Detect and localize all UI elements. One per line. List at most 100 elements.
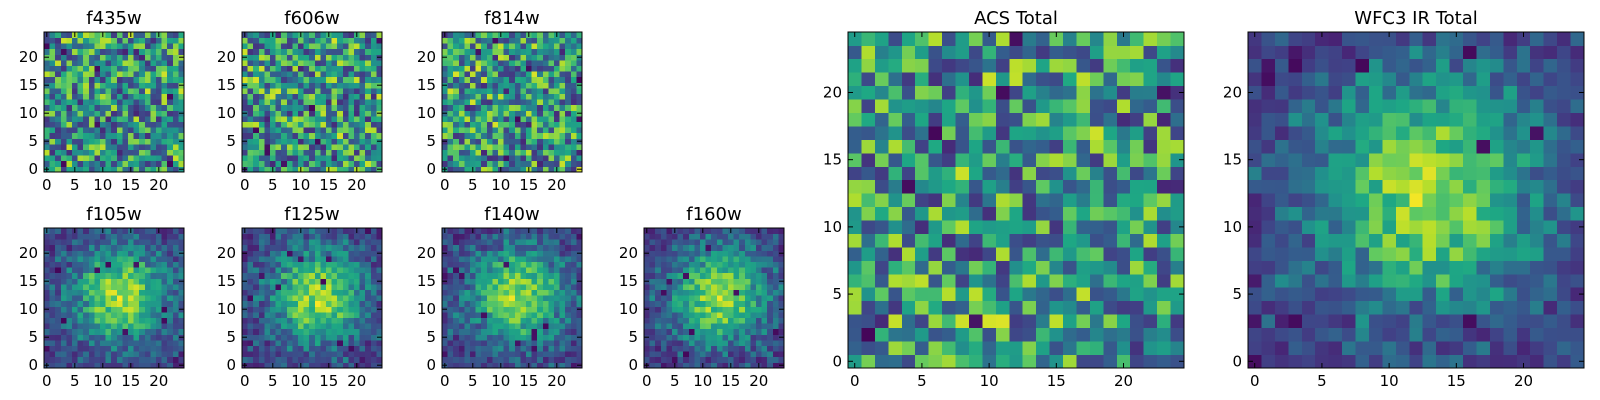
heatmap-cell [509, 65, 516, 72]
heatmap-cell [447, 351, 454, 358]
heatmap-cell [365, 250, 372, 257]
heatmap-cell [167, 233, 174, 240]
heatmap-cell [1116, 273, 1131, 288]
heatmap-cell [722, 356, 729, 363]
heatmap-cell [298, 37, 304, 44]
heatmap-cell [576, 289, 583, 296]
heatmap-cell [570, 267, 577, 274]
heatmap-cell [542, 132, 549, 139]
heatmap-cell [253, 160, 260, 167]
heatmap-cell [705, 317, 712, 324]
heatmap-cell [503, 88, 510, 94]
heatmap-cell [464, 160, 471, 167]
heatmap-cell [354, 284, 360, 290]
heatmap-cell [542, 323, 549, 330]
heatmap-cell [122, 312, 129, 318]
heatmap-cell [348, 138, 355, 145]
heatmap-cell [458, 312, 465, 318]
heatmap-cell [982, 341, 997, 355]
heatmap-cell [172, 345, 179, 352]
heatmap-cell [542, 32, 549, 38]
heatmap-cell [672, 356, 678, 363]
heatmap-cell [348, 65, 355, 72]
heatmap-cell [242, 244, 248, 251]
heatmap-cell [514, 250, 521, 257]
heatmap-cell [348, 295, 355, 302]
heatmap-cell [172, 362, 179, 369]
heatmap-cell [161, 54, 168, 61]
heatmap-cell [576, 295, 583, 302]
heatmap-cell [531, 362, 538, 369]
heatmap-cell [370, 116, 377, 122]
heatmap-cell [309, 160, 316, 167]
heatmap-cell [761, 244, 768, 251]
heatmap-cell [342, 228, 349, 234]
heatmap-cell [342, 300, 349, 307]
heatmap-cell [156, 328, 162, 335]
heatmap-cell [1076, 233, 1091, 248]
heatmap-cell [1009, 300, 1024, 315]
heatmap-cell [253, 48, 260, 55]
heatmap-cell [728, 284, 734, 290]
x-tick-label: 10 [491, 372, 510, 390]
heatmap-cell [1009, 193, 1024, 208]
heatmap-cell [128, 239, 134, 246]
heatmap-cell [548, 289, 555, 296]
heatmap-cell [559, 250, 566, 257]
heatmap-cell [542, 340, 549, 346]
heatmap-cell [144, 250, 151, 257]
heatmap-cell [116, 328, 123, 335]
heatmap-cell [955, 166, 970, 181]
heatmap-cell [144, 244, 151, 251]
heatmap-cell [955, 327, 970, 342]
heatmap-cell [342, 104, 349, 111]
heatmap-cell [649, 261, 656, 268]
heatmap-cell [570, 340, 577, 346]
heatmap-cell [105, 340, 112, 346]
heatmap-cell [688, 267, 695, 274]
heatmap-cell [337, 116, 344, 122]
heatmap-cell [281, 110, 288, 117]
heatmap-cell [264, 116, 271, 122]
heatmap-cell [49, 261, 56, 268]
heatmap-cell [503, 351, 510, 358]
heatmap-cell [128, 300, 134, 307]
heatmap-cell [100, 239, 106, 246]
heatmap-cell [286, 127, 293, 134]
heatmap-cell [359, 155, 366, 162]
heatmap-cell [447, 43, 454, 50]
heatmap-cell [258, 272, 265, 279]
heatmap-cell [72, 351, 78, 358]
heatmap-cell [739, 362, 746, 369]
heatmap-cell [337, 110, 344, 117]
heatmap-cell [531, 340, 538, 346]
y-tick-label: 0 [226, 160, 236, 178]
heatmap-cell [55, 233, 62, 240]
heatmap-cell [705, 306, 712, 313]
heatmap-cell [554, 48, 560, 55]
heatmap-cell [286, 233, 293, 240]
heatmap-cell [150, 149, 157, 156]
heatmap-cell [365, 256, 372, 262]
heatmap-cell [481, 160, 488, 167]
x-tick-label: 15 [121, 176, 140, 194]
heatmap-cell [94, 233, 101, 240]
heatmap-cell [337, 99, 344, 106]
heatmap-cell [537, 351, 544, 358]
heatmap-cell [509, 116, 516, 122]
heatmap-cell [542, 289, 549, 296]
heatmap-cell [453, 110, 460, 117]
heatmap-cell [756, 328, 762, 335]
heatmap-cell [326, 295, 332, 302]
heatmap-cell [172, 323, 179, 330]
heatmap-cell [298, 43, 304, 50]
heatmap-cell [55, 71, 62, 78]
heatmap-cell [756, 356, 762, 363]
heatmap-cell [570, 284, 577, 290]
heatmap-cell [570, 99, 577, 106]
heatmap-cell [655, 284, 662, 290]
heatmap-cell [133, 138, 140, 145]
heatmap-cell [178, 323, 185, 330]
heatmap-cell [150, 82, 157, 89]
